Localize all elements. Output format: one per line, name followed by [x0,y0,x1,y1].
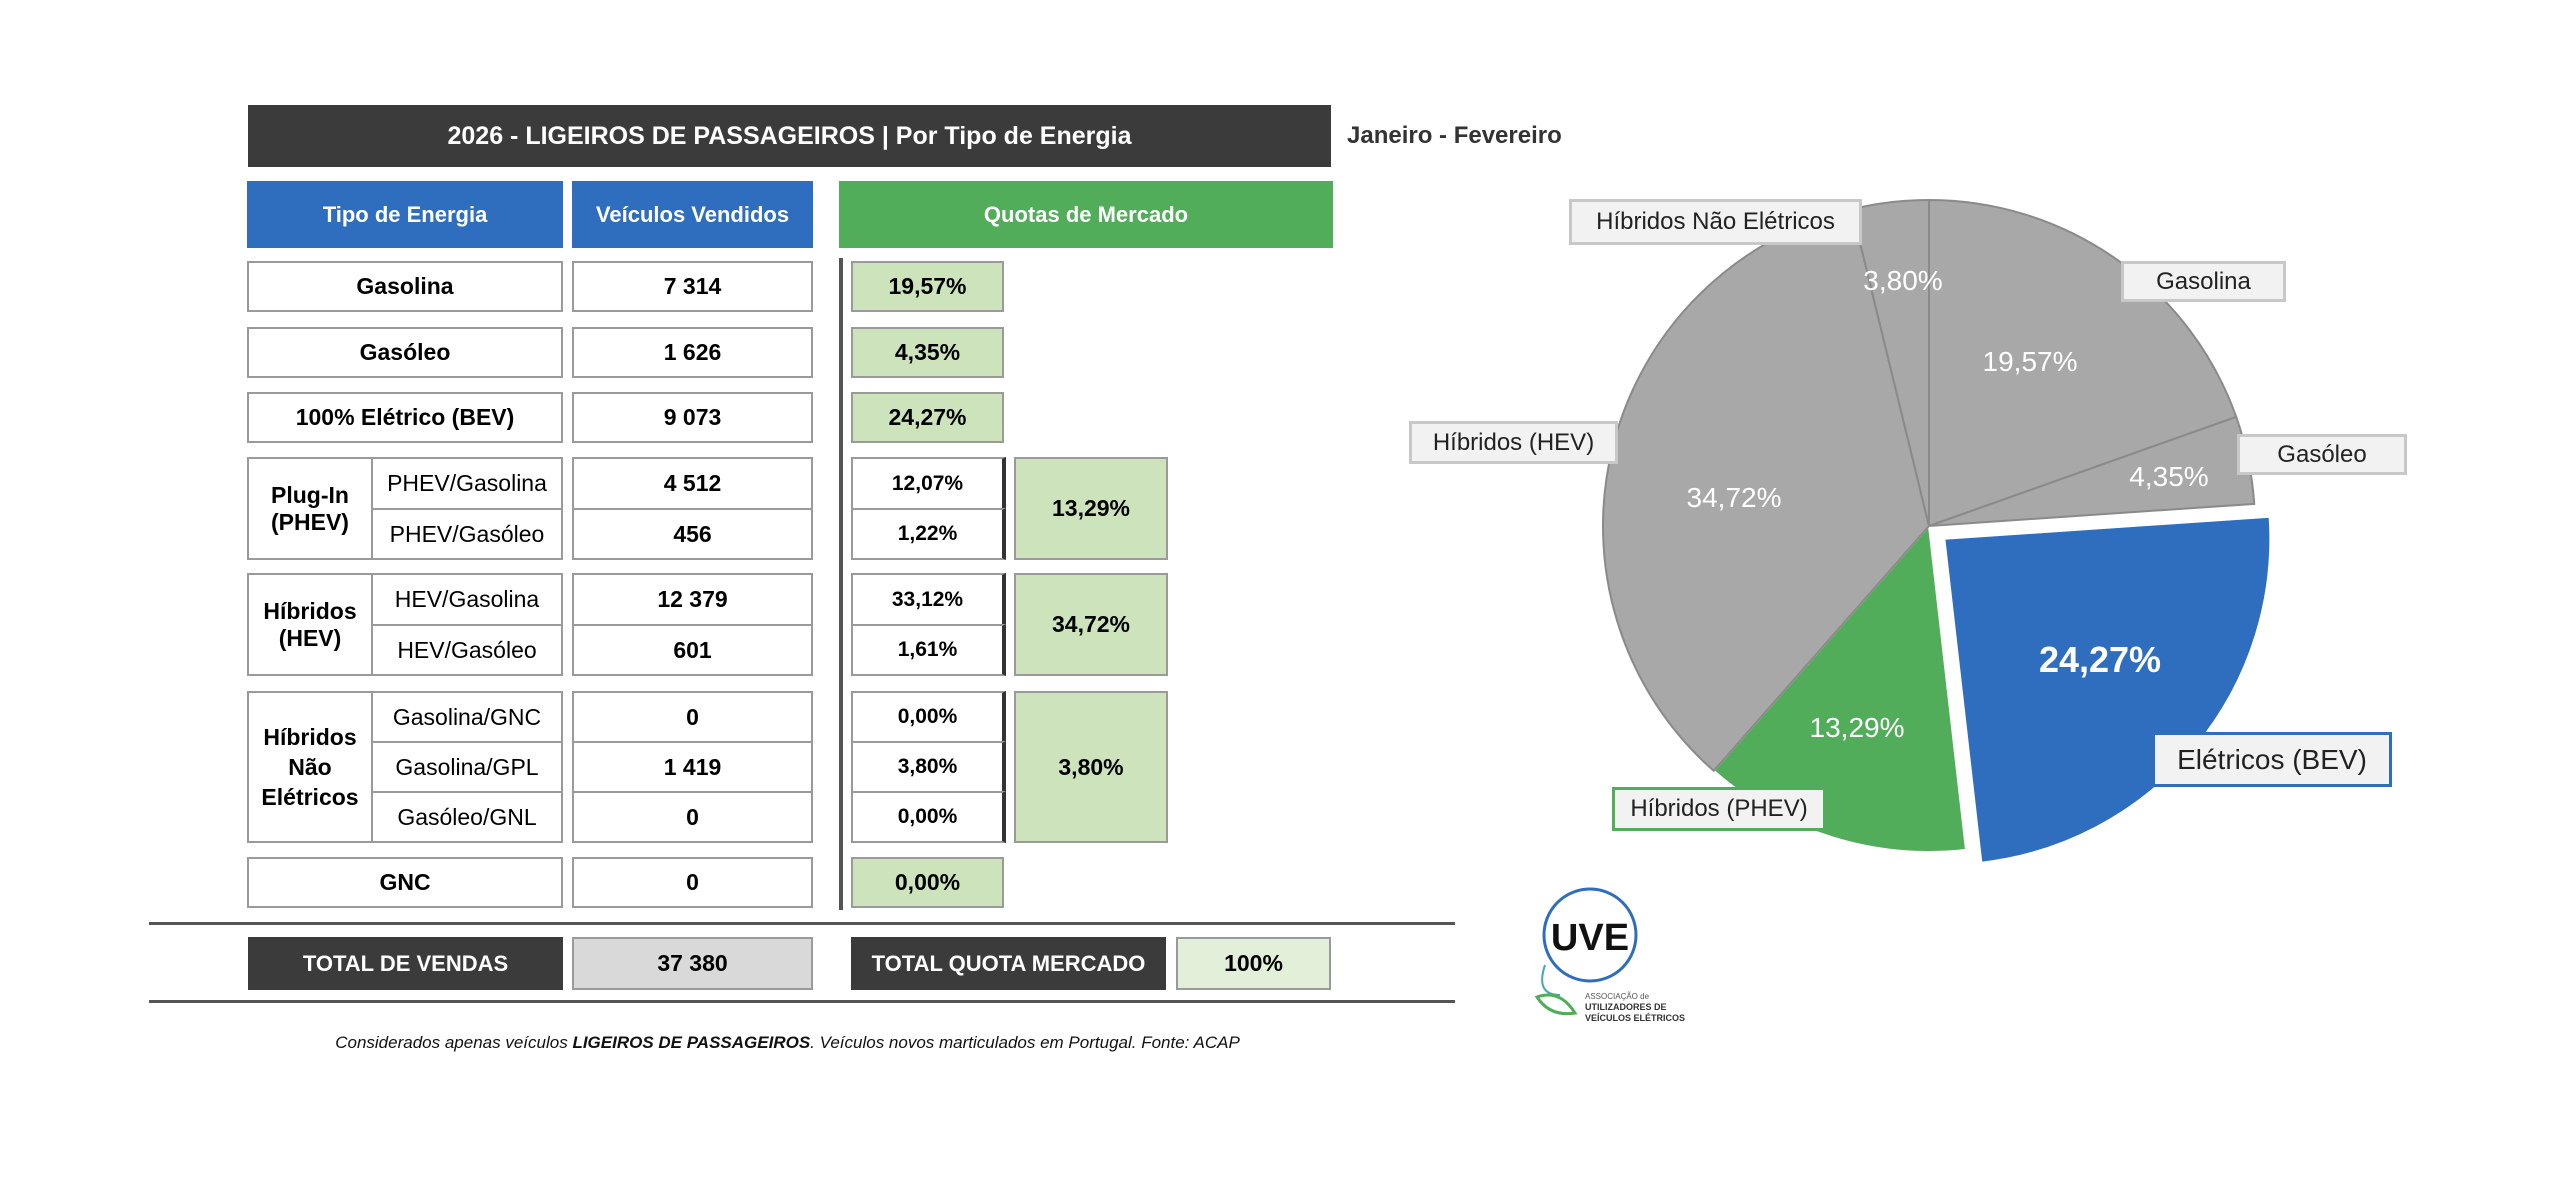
logo-mark-text: UVE [1551,917,1629,959]
uve-logo-mark: UVE ASSOCIAÇÃO de UTILIZADORES DE VEÍCUL… [1534,887,1685,1023]
pie-slice-gasolina [1928,198,2238,528]
divider-top [149,922,1455,925]
header-sold: Veículos Vendidos [572,181,813,248]
footnote-bold: LIGEIROS DE PASSAGEIROS [572,1033,811,1052]
row-bev-sold: 9 073 [572,392,813,443]
row-gasoleo-label: Gasóleo [247,327,563,378]
phev-sub-sold: 4 512 [572,457,813,510]
row-gasolina-label: Gasolina [247,261,563,312]
legend-gasolina: Gasolina [2121,261,2286,302]
header-type: Tipo de Energia [247,181,563,248]
period-label: Janeiro - Fevereiro [1347,122,1562,149]
pct-bev: 24,27% [2038,639,2162,680]
total-sales-value: 37 380 [572,937,813,990]
phev-total-share: 13,29% [1014,457,1168,560]
total-share-label: TOTAL QUOTA MERCADO [851,937,1166,990]
divider-vertical [839,258,843,910]
phev-label-line1: Plug-In [271,481,349,508]
logo-line3: VEÍCULOS ELÉTRICOS [1585,1013,1685,1023]
footnote-pre: Considerados apenas veículos [335,1033,568,1052]
row-hev-label: Híbridos (HEV) [247,573,373,676]
hev-sub-share: 1,61% [851,624,1006,676]
phev-sub-sold: 456 [572,508,813,560]
hev-sub-sold: 12 379 [572,573,813,626]
hne-sub-share: 0,00% [851,791,1006,843]
hne-sub-share: 3,80% [851,741,1006,793]
hne-label-line2: Não [288,754,332,780]
total-share-value: 100% [1176,937,1331,990]
hev-label-line1: Híbridos [263,597,357,624]
legend-gasoleo: Gasóleo [2237,434,2407,475]
logo-line2: UTILIZADORES DE [1585,1002,1667,1012]
divider-bottom [149,1000,1455,1003]
hev-sub-sold: 601 [572,624,813,676]
footnote-post: . Veículos novos marticulados em Portuga… [810,1033,1240,1052]
hne-total-share: 3,80% [1014,691,1168,843]
uve-logo: UVE ASSOCIAÇÃO de UTILIZADORES DE VEÍCUL… [1515,885,1695,1035]
row-gnc-share: 0,00% [851,857,1004,908]
phev-sub-share: 12,07% [851,457,1006,510]
pct-hne: 3,80% [1863,265,1943,296]
row-gasoleo-sold: 1 626 [572,327,813,378]
legend-hev: Híbridos (HEV) [1409,421,1618,464]
pct-gasoleo: 4,35% [2129,461,2209,492]
phev-sub-share: 1,22% [851,508,1006,560]
row-phev-label: Plug-In (PHEV) [247,457,373,560]
row-bev-label: 100% Elétrico (BEV) [247,392,563,443]
row-gnc-sold: 0 [572,857,813,908]
hev-total-share: 34,72% [1014,573,1168,676]
row-gasolina-share: 19,57% [851,261,1004,312]
row-gnc-label: GNC [247,857,563,908]
page-title: 2026 - LIGEIROS DE PASSAGEIROS | Por Tip… [248,105,1331,167]
logo-line1: ASSOCIAÇÃO de [1585,992,1650,1001]
hne-sub-sold: 1 419 [572,741,813,793]
footnote: Considerados apenas veículos LIGEIROS DE… [150,1028,1425,1058]
pct-gasolina: 19,57% [1982,346,2078,377]
hev-sub-label: HEV/Gasolina [371,573,563,626]
pct-phev: 13,29% [1809,712,1905,743]
hev-sub-label: HEV/Gasóleo [371,624,563,676]
pie-slice-el-tricos-bev- [1943,515,2272,864]
row-bev-share: 24,27% [851,392,1004,443]
hne-label-line1: Híbridos [263,724,357,750]
header-share: Quotas de Mercado [839,181,1333,248]
phev-label-line2: (PHEV) [271,508,349,535]
hne-sub-label: Gasóleo/GNL [371,791,563,843]
row-gasolina-sold: 7 314 [572,261,813,312]
hev-label-line2: (HEV) [278,624,342,651]
legend-hne: Híbridos Não Elétricos [1569,199,1862,245]
pct-hev: 34,72% [1686,482,1782,513]
phev-sub-label: PHEV/Gasolina [371,457,563,510]
row-gasoleo-share: 4,35% [851,327,1004,378]
hne-label-line3: Elétricos [261,784,359,810]
hne-sub-sold: 0 [572,791,813,843]
legend-bev: Elétricos (BEV) [2152,732,2392,787]
legend-phev: Híbridos (PHEV) [1612,787,1826,831]
total-sales-label: TOTAL DE VENDAS [248,937,563,990]
phev-sub-label: PHEV/Gasóleo [371,508,563,560]
